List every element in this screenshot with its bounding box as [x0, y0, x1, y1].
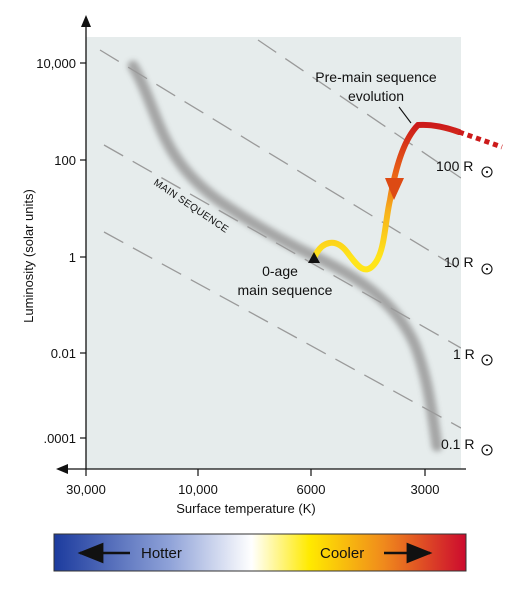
sun-symbol-icon [481, 444, 493, 456]
x-axis-title: Surface temperature (K) [176, 501, 315, 516]
zero-age-label-line2: main sequence [238, 282, 333, 298]
radius-label-10: 10 R [444, 254, 474, 270]
zero-age-label-line1: 0-age [262, 263, 298, 279]
sun-symbol-icon [481, 166, 493, 178]
main-sequence-band [127, 60, 443, 452]
pre-main-sequence-label-line1: Pre-main sequence [315, 69, 437, 85]
hotter-label: Hotter [141, 545, 182, 562]
y-tick-labels: 10,000 100 1 0.01 .0001 [36, 56, 76, 446]
radius-labels: 100 R 10 R 1 R 0.1 R [436, 158, 493, 456]
radius-label-100: 100 R [436, 158, 473, 174]
x-tick-label: 30,000 [66, 482, 106, 497]
track-continuation [458, 129, 503, 150]
y-tick-label: .0001 [43, 431, 76, 446]
x-tick-labels: 30,000 10,000 6000 3000 [66, 482, 439, 497]
x-ticks [85, 469, 426, 476]
sun-symbol-icon [481, 354, 493, 366]
y-tick-label: 1 [69, 250, 76, 265]
y-axis-title: Luminosity (solar units) [21, 189, 36, 323]
radius-line-100 [257, 39, 461, 179]
radius-label-1: 1 R [453, 346, 475, 362]
zero-age-marker-icon [308, 252, 320, 263]
sun-symbol-icon [481, 263, 493, 275]
x-tick-label: 6000 [297, 482, 326, 497]
x-axis-arrow-icon [56, 464, 68, 474]
temperature-color-bar: Hotter Cooler [53, 533, 467, 572]
y-axis-arrow-icon [81, 15, 91, 27]
y-ticks [80, 62, 86, 439]
pre-main-sequence-track [311, 121, 461, 273]
radius-line-01 [103, 231, 461, 429]
y-tick-label: 10,000 [36, 56, 76, 71]
pre-main-sequence-pointer [398, 106, 412, 124]
x-tick-label: 3000 [411, 482, 440, 497]
radius-line-10 [99, 49, 461, 271]
radius-label-01: 0.1 R [441, 436, 474, 452]
x-tick-label: 10,000 [178, 482, 218, 497]
y-tick-label: 100 [54, 153, 76, 168]
y-tick-label: 0.01 [51, 346, 76, 361]
track-arrow-icon [385, 178, 404, 200]
cooler-label: Cooler [320, 545, 364, 562]
pre-main-sequence-label-line2: evolution [348, 88, 404, 104]
